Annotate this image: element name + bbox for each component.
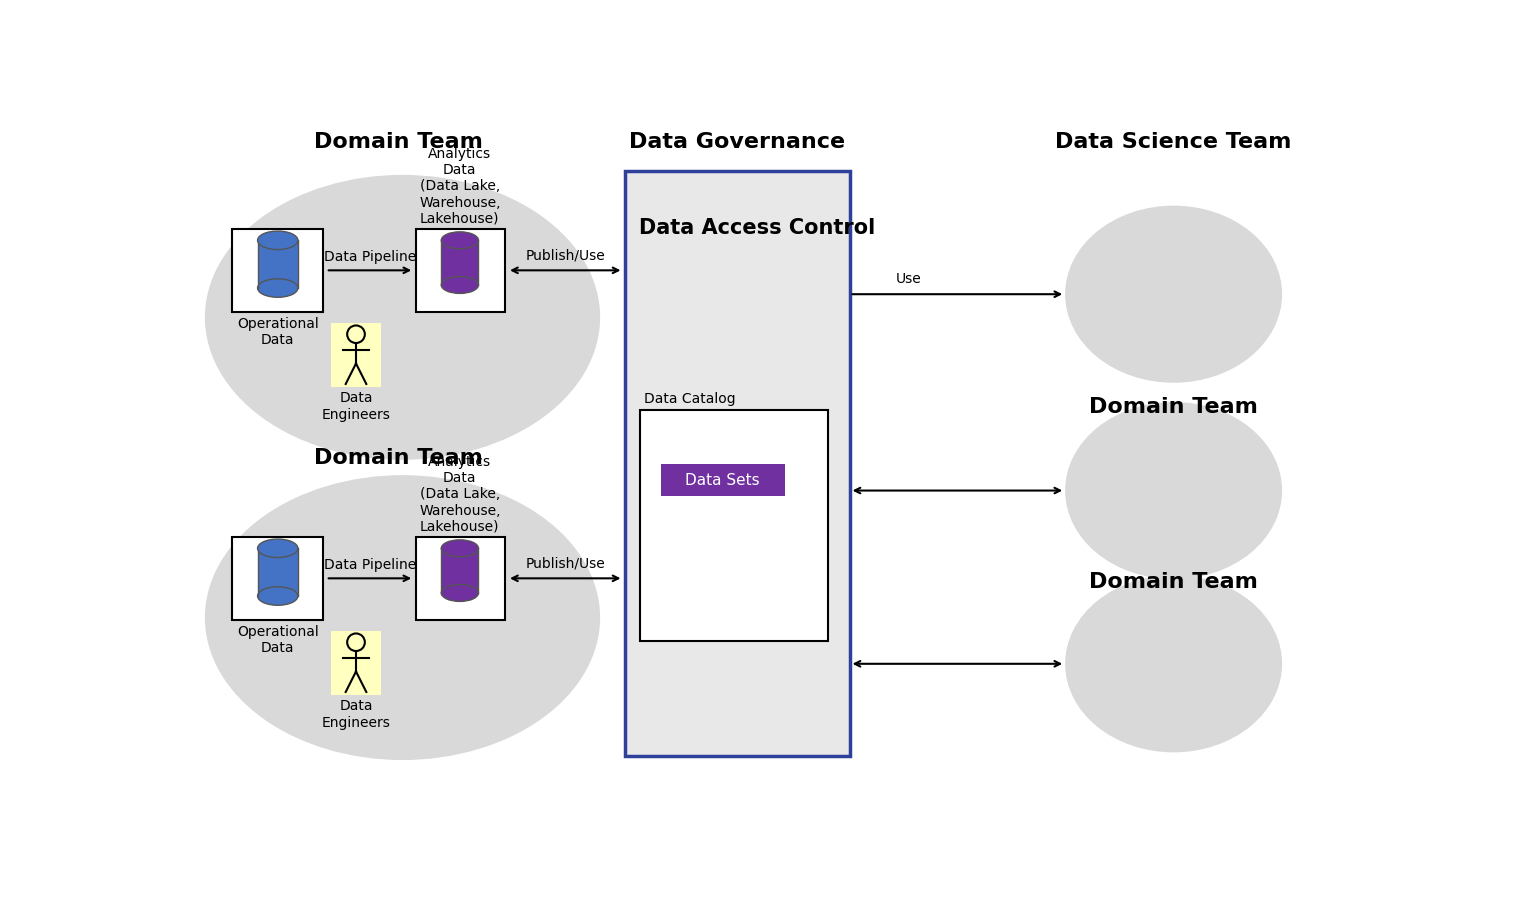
Ellipse shape <box>441 278 479 294</box>
Bar <box>624 172 850 756</box>
Text: Operational
Data: Operational Data <box>236 316 318 346</box>
Text: Domain Team: Domain Team <box>314 131 483 152</box>
Text: Use: Use <box>897 272 923 286</box>
Text: Data Pipeline: Data Pipeline <box>324 250 417 264</box>
Ellipse shape <box>441 540 479 557</box>
Ellipse shape <box>258 539 298 558</box>
Text: Data Catalog: Data Catalog <box>644 391 735 405</box>
Bar <box>232 230 323 312</box>
Bar <box>441 549 479 594</box>
Bar <box>332 324 380 387</box>
Text: Domain Team: Domain Team <box>1089 396 1257 416</box>
Bar <box>258 241 298 289</box>
Text: Data Governance: Data Governance <box>629 131 845 152</box>
Ellipse shape <box>205 476 600 760</box>
Text: Publish/Use: Publish/Use <box>526 556 604 570</box>
Bar <box>661 464 785 496</box>
Bar <box>415 230 504 312</box>
Text: Data Pipeline: Data Pipeline <box>324 558 417 572</box>
Bar <box>441 241 479 286</box>
Text: Domain Team: Domain Team <box>1089 572 1257 592</box>
Ellipse shape <box>258 232 298 250</box>
Text: Analytics
Data
(Data Lake,
Warehouse,
Lakehouse): Analytics Data (Data Lake, Warehouse, La… <box>420 455 500 533</box>
Bar <box>258 549 298 596</box>
Bar <box>232 538 323 620</box>
Text: Data
Engineers: Data Engineers <box>321 391 391 421</box>
Ellipse shape <box>258 279 298 298</box>
Ellipse shape <box>441 233 479 249</box>
Text: Publish/Use: Publish/Use <box>526 248 604 263</box>
Ellipse shape <box>1065 207 1282 383</box>
Text: Domain Team: Domain Team <box>314 448 483 467</box>
Text: Analytics
Data
(Data Lake,
Warehouse,
Lakehouse): Analytics Data (Data Lake, Warehouse, La… <box>420 147 500 226</box>
Bar <box>415 538 504 620</box>
Text: Data Access Control: Data Access Control <box>639 218 876 238</box>
Text: Data Science Team: Data Science Team <box>1056 131 1292 152</box>
Text: Operational
Data: Operational Data <box>236 624 318 654</box>
Text: Data Sets: Data Sets <box>685 472 761 488</box>
Ellipse shape <box>258 587 298 606</box>
Ellipse shape <box>1065 575 1282 753</box>
Text: Data
Engineers: Data Engineers <box>321 698 391 729</box>
Ellipse shape <box>205 176 600 460</box>
Bar <box>641 410 829 641</box>
Ellipse shape <box>441 584 479 602</box>
Bar <box>332 631 380 695</box>
Ellipse shape <box>1065 403 1282 580</box>
